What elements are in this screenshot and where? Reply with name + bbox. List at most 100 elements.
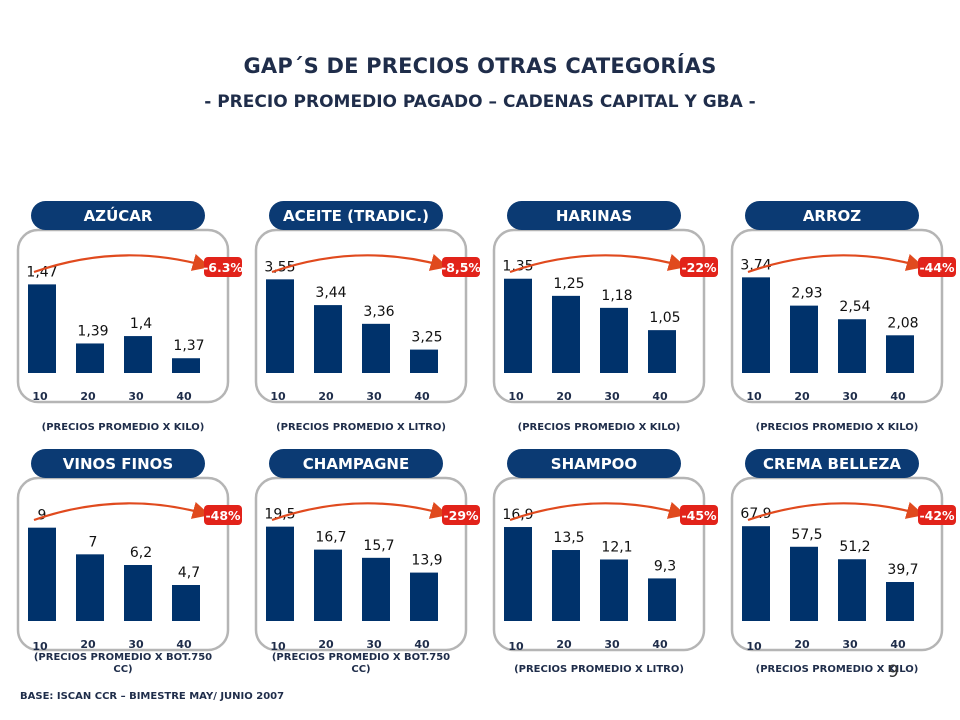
gap-badge — [918, 257, 956, 277]
bar — [600, 307, 628, 373]
chart-title: VINOS FINOS — [63, 455, 173, 473]
bar — [362, 557, 390, 621]
chart-aceite-tradic: ACEITE (TRADIC.) 3,55 10 3,44 20 3,36 30 3,25 40… — [254, 201, 481, 433]
tick-label: 20 — [80, 638, 96, 651]
tick-label: 10 — [32, 640, 48, 653]
bar — [362, 323, 390, 373]
chart-header-pill — [269, 201, 443, 230]
tick-label: 40 — [652, 390, 668, 403]
tick-label: 40 — [890, 390, 906, 403]
gap-arrow — [747, 253, 925, 274]
chart-azucar: AZÚCAR 1,47 10 1,39 20 1,4 30 1,37 40 -6.3% (PRECI… — [16, 201, 243, 433]
gap-arrow — [33, 501, 211, 522]
unit-caption: (PRECIOS PROMEDIO X KILO) — [42, 422, 205, 433]
chart-champagne: CHAMPAGNE 19,5 10 16,7 20 15,7 30 13,9 40 -29% (PR… — [254, 449, 480, 675]
tick-label: 30 — [366, 390, 382, 403]
bar — [838, 559, 866, 621]
bar — [886, 335, 914, 373]
chart-header-pill — [31, 449, 205, 478]
tick-label: 20 — [80, 390, 96, 403]
unit-caption-line2: CC) — [351, 664, 370, 675]
tick-label: 20 — [556, 390, 572, 403]
chart-shampoo: SHAMPOO16,91013,52012,1309,340-45%(PRECI… — [492, 449, 718, 675]
data-label: 2,54 — [839, 299, 870, 315]
bar — [76, 554, 104, 621]
tick-label: 30 — [842, 638, 858, 651]
chart-header-pill — [269, 449, 443, 478]
tick-label: 40 — [176, 638, 192, 651]
bar — [600, 559, 628, 621]
bar — [504, 527, 532, 621]
tick-label: 10 — [746, 640, 762, 653]
bar — [838, 319, 866, 373]
data-label: 1,25 — [553, 276, 584, 292]
unit-caption: (PRECIOS PROMEDIO X KILO) — [756, 422, 919, 433]
bar — [742, 526, 770, 621]
bar — [552, 295, 580, 373]
bar — [742, 277, 770, 373]
data-label: 3,55 — [264, 259, 295, 275]
data-label: 16,7 — [315, 530, 346, 546]
tick-label: 30 — [604, 390, 620, 403]
data-label: 13,9 — [411, 553, 442, 569]
tick-label: 10 — [508, 390, 524, 403]
bar — [172, 358, 200, 373]
gap-arrow — [271, 501, 449, 522]
bar — [504, 278, 532, 373]
tick-label: 40 — [890, 638, 906, 651]
bar — [648, 330, 676, 373]
tick-label: 10 — [270, 390, 286, 403]
data-label: 12,1 — [601, 539, 632, 555]
bar — [124, 336, 152, 373]
data-label: 1,18 — [601, 288, 632, 304]
data-label: 9 — [38, 508, 47, 524]
data-label: 1,37 — [173, 338, 204, 354]
chart-header-pill — [745, 449, 919, 478]
page-number: 9 — [888, 662, 899, 682]
bar — [266, 279, 294, 373]
data-label: 15,7 — [363, 538, 394, 554]
tick-label: 40 — [176, 390, 192, 403]
chart-title: AZÚCAR — [84, 206, 153, 225]
tick-label: 40 — [414, 638, 430, 651]
bar — [410, 349, 438, 373]
tick-label: 20 — [318, 638, 334, 651]
tick-label: 30 — [842, 390, 858, 403]
chart-header-pill — [31, 201, 205, 230]
gap-arrow — [747, 501, 925, 522]
data-label: 3,44 — [315, 285, 346, 301]
gap-label: -42% — [919, 508, 955, 523]
chart-title: SHAMPOO — [551, 455, 637, 473]
bar — [314, 305, 342, 373]
data-label: 4,7 — [178, 565, 200, 581]
bar — [790, 305, 818, 373]
gap-badge — [680, 505, 718, 525]
gap-label: -22% — [681, 260, 717, 275]
data-label: 3,25 — [411, 330, 442, 346]
tick-label: 30 — [366, 638, 382, 651]
chart-title: CHAMPAGNE — [303, 455, 409, 473]
chart-harinas: HARINAS 1,35 10 1,25 20 1,18 30 1,05 40 -22% (PREC… — [492, 201, 718, 433]
data-label: 2,93 — [791, 286, 822, 302]
chart-header-pill — [507, 449, 681, 478]
tick-label: 30 — [604, 638, 620, 651]
bar — [790, 546, 818, 621]
gap-label: -45% — [681, 508, 717, 523]
data-label: 51,2 — [839, 539, 870, 555]
gap-badge — [442, 505, 480, 525]
bar — [76, 343, 104, 373]
tick-label: 30 — [128, 390, 144, 403]
gap-label: -29% — [443, 508, 479, 523]
data-label: 39,7 — [887, 562, 918, 578]
bar — [172, 585, 200, 621]
chart-arroz: ARROZ 3.74 10 2,93 20 2,54 30 2,08 40 -44% (PRECIO… — [730, 201, 956, 433]
bar — [124, 565, 152, 621]
bar — [314, 549, 342, 621]
unit-caption-line2: CC) — [113, 664, 132, 675]
tick-label: 40 — [652, 638, 668, 651]
gap-label: -6.3% — [203, 260, 243, 275]
unit-caption: (PRECIOS PROMEDIO X LITRO) — [514, 664, 684, 675]
chart-crema-belleza: CREMA BELLEZA 67.9 10 57,5 20 51,2 30 39,7 40 -42… — [730, 449, 956, 675]
data-label: 2,08 — [887, 315, 918, 331]
data-label: 1,35 — [502, 259, 533, 275]
